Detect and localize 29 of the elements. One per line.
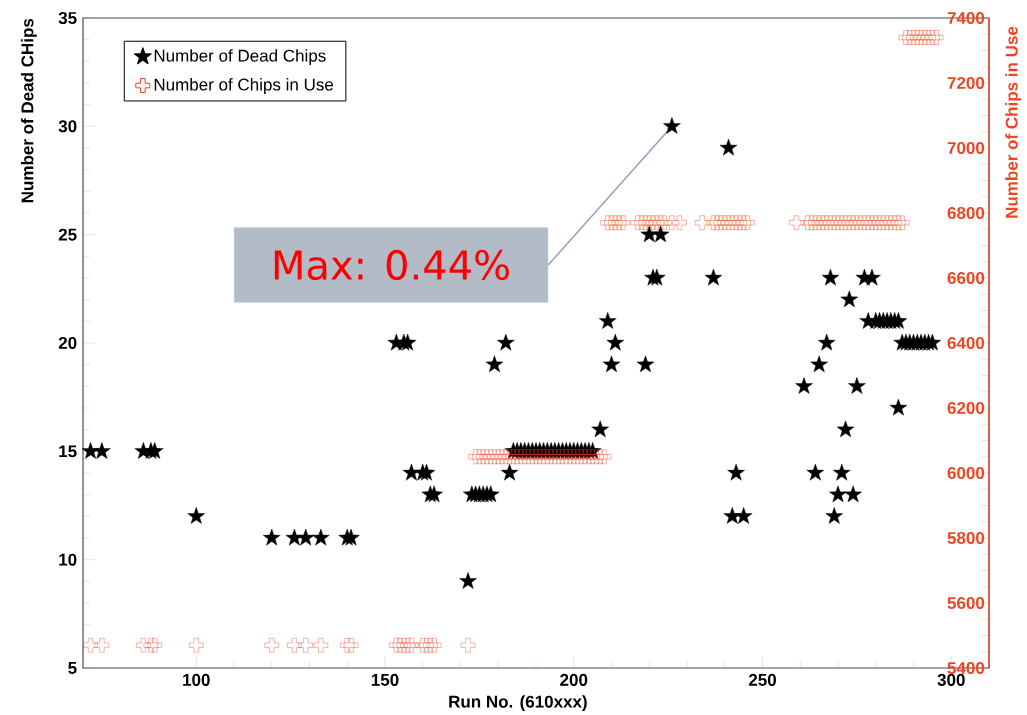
y2-tick-label: 5600 (947, 596, 985, 610)
y2-tick-label: 7200 (947, 76, 985, 90)
x-axis-title: Run No. (610xxx) (449, 695, 587, 712)
y2-tick-label: 6600 (947, 271, 985, 285)
x-tick-label: 250 (748, 673, 776, 686)
y2-tick-label: 6400 (947, 336, 985, 350)
annotation: Max: 0.44% (274, 249, 509, 281)
y2-axis-title: Number of Chips in Use (1005, 26, 1022, 218)
y-tick-label: 15 (59, 445, 77, 458)
y2-tick-label: 6200 (947, 401, 985, 415)
y-tick-label: 25 (58, 228, 77, 241)
y-tick-label: 35 (58, 11, 77, 25)
y-tick-label: 20 (58, 336, 77, 350)
y2-tick-label: 5400 (947, 661, 985, 675)
y-tick-label: 5 (68, 662, 77, 674)
y-tick-label: 10 (59, 553, 77, 566)
y-axis-title: Number of Dead CHips (20, 18, 37, 203)
x-tick-label: 150 (371, 673, 399, 686)
y2-tick-label: 6000 (947, 466, 985, 480)
y2-tick-label: 5800 (947, 531, 985, 545)
y-tick-label: 30 (58, 120, 77, 133)
y2-tick-label: 7400 (947, 11, 985, 25)
x-tick-label: 200 (560, 673, 588, 686)
y2-tick-label: 6800 (947, 206, 985, 220)
x-tick-label: 100 (183, 673, 210, 686)
legend-label: Number of Dead Chips (154, 49, 326, 66)
x-tick-label: 300 (937, 673, 965, 686)
legend-label: Number of Chips in Use (154, 78, 334, 94)
y2-tick-label: 7000 (947, 141, 985, 155)
